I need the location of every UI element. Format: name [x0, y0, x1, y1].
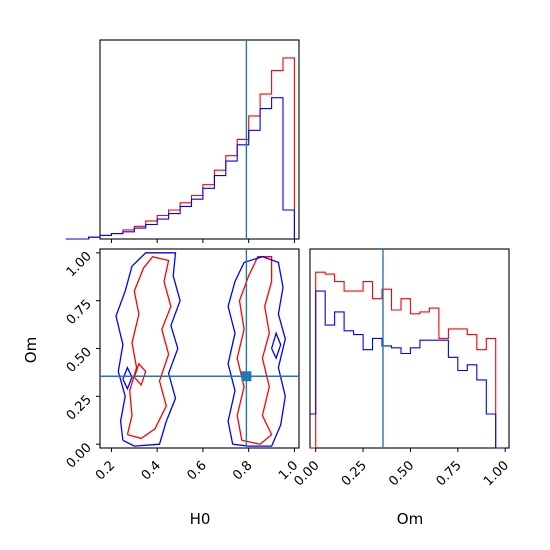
- contour-blue-1: [115, 252, 181, 447]
- contour-blue-5: [122, 365, 133, 391]
- contour-red-4: [133, 362, 147, 387]
- truth-marker: [241, 371, 252, 382]
- x-axis-label-H0: H0: [190, 510, 211, 528]
- contour-xtick-label: 0.6: [185, 458, 210, 483]
- hist-Om-series-red: [310, 271, 506, 449]
- y-axis-label-Om: Om: [22, 337, 40, 363]
- contour-ytick-label: 0.75: [64, 297, 95, 328]
- contour-blue-6: [270, 331, 282, 360]
- hist-H0-series-blue: [65, 97, 295, 240]
- contour-blue-3: [227, 256, 286, 447]
- contour-ytick-label: 0.25: [64, 393, 95, 424]
- contour-ytick-label: 0.00: [64, 440, 95, 471]
- contour-ytick-label: 0.50: [64, 345, 95, 376]
- contour-ytick-label: 1.00: [64, 249, 95, 280]
- contour-frame: [99, 248, 300, 449]
- hist-Om-xtick-label: 0.75: [434, 458, 465, 489]
- hist-Om-series-blue: [310, 290, 506, 449]
- contour-xtick-label: 0.2: [93, 458, 118, 483]
- hist-Om-xtick-label: 0.00: [291, 458, 322, 489]
- contour-red-2: [236, 256, 273, 445]
- hist-Om-xtick-label: 0.25: [339, 458, 370, 489]
- hist-Om-xtick-label: 1.00: [481, 458, 512, 489]
- contour-xtick-label: 0.4: [139, 458, 164, 483]
- hist-Om-xtick-label: 0.50: [386, 458, 417, 489]
- contour-red-0: [126, 255, 172, 440]
- x-axis-label-Om: Om: [397, 510, 423, 528]
- hist-Om-frame: [309, 248, 510, 449]
- hist-H0-frame: [99, 39, 300, 240]
- contour-xtick-label: 0.8: [230, 458, 255, 483]
